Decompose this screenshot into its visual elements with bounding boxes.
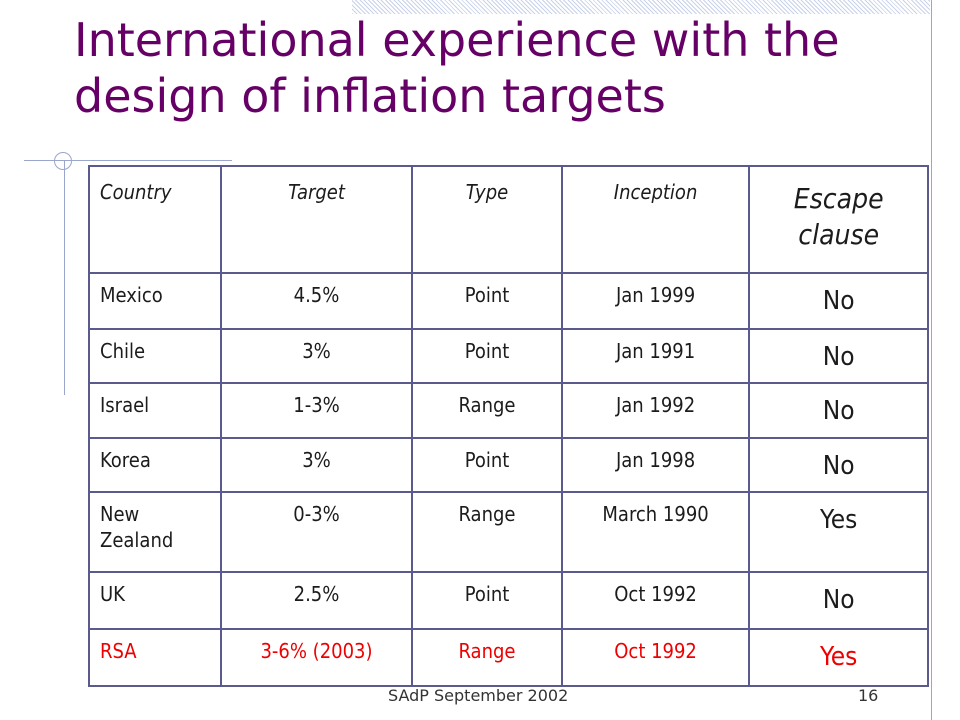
table-cell: March 1990 xyxy=(560,491,751,573)
table-cell: Korea xyxy=(88,437,222,493)
header-cell: Country xyxy=(88,165,222,274)
table-cell: Range xyxy=(411,628,563,687)
table-row: UK 2.5% Point Oct 1992 No xyxy=(88,571,929,630)
header-cell: Inception xyxy=(560,165,751,274)
table-cell: Chile xyxy=(88,328,222,384)
table-row: Korea 3% Point Jan 1998 No xyxy=(88,437,929,493)
table-row: Chile 3% Point Jan 1991 No xyxy=(88,328,929,384)
header-cell: Escape clause xyxy=(748,165,929,274)
table-cell: Point xyxy=(411,328,563,384)
table-cell: No xyxy=(748,382,929,439)
page-number: 16 xyxy=(858,686,879,705)
table-cell: UK xyxy=(88,571,222,630)
table-cell: 1-3% xyxy=(219,382,414,439)
decorative-vertical-line xyxy=(931,0,932,720)
decorative-hatch-bar xyxy=(352,0,930,14)
table-row: Mexico 4.5% Point Jan 1999 No xyxy=(88,272,929,330)
table-cell: Yes xyxy=(748,491,929,573)
table-cell: Mexico xyxy=(88,272,222,330)
header-cell: Type xyxy=(411,165,563,274)
table-cell: Point xyxy=(411,437,563,493)
table-cell: 0-3% xyxy=(219,491,414,573)
table-cell: Jan 1998 xyxy=(560,437,751,493)
table-cell: Point xyxy=(411,571,563,630)
table-cell: No xyxy=(748,328,929,384)
table-cell: 2.5% xyxy=(219,571,414,630)
table-cell: New Zealand xyxy=(88,491,222,573)
slide-footer: SAdP September 2002 xyxy=(388,686,569,705)
table-row: Israel 1-3% Range Jan 1992 No xyxy=(88,382,929,439)
decorative-vertical-line xyxy=(64,160,65,395)
table-header-row: Country Target Type Inception Escape cla… xyxy=(88,165,929,274)
table-row: New Zealand 0-3% Range March 1990 Yes xyxy=(88,491,929,573)
table-cell: Jan 1991 xyxy=(560,328,751,384)
table-cell: 3-6% (2003) xyxy=(219,628,414,687)
table-cell: Range xyxy=(411,491,563,573)
inflation-targets-table: Country Target Type Inception Escape cla… xyxy=(88,165,929,687)
table-cell: RSA xyxy=(88,628,222,687)
table-cell: Point xyxy=(411,272,563,330)
table-cell: Oct 1992 xyxy=(560,628,751,687)
table-cell: Israel xyxy=(88,382,222,439)
table-cell: No xyxy=(748,437,929,493)
table-cell: Oct 1992 xyxy=(560,571,751,630)
decorative-horizontal-line xyxy=(24,160,232,161)
table-cell: No xyxy=(748,272,929,330)
table-cell: No xyxy=(748,571,929,630)
header-cell: Target xyxy=(219,165,414,274)
table-cell: Yes xyxy=(748,628,929,687)
decorative-ring xyxy=(54,152,72,170)
table-cell: 3% xyxy=(219,328,414,384)
table-cell: Range xyxy=(411,382,563,439)
table-row-highlighted: RSA 3-6% (2003) Range Oct 1992 Yes xyxy=(88,628,929,687)
table-cell: 4.5% xyxy=(219,272,414,330)
table-cell: 3% xyxy=(219,437,414,493)
table-cell: Jan 1999 xyxy=(560,272,751,330)
slide-title: International experience with the design… xyxy=(74,13,840,123)
table-cell: Jan 1992 xyxy=(560,382,751,439)
